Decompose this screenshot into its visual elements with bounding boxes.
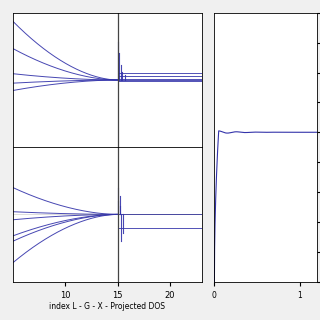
X-axis label: index L - G - X - Projected DOS: index L - G - X - Projected DOS xyxy=(49,302,165,311)
